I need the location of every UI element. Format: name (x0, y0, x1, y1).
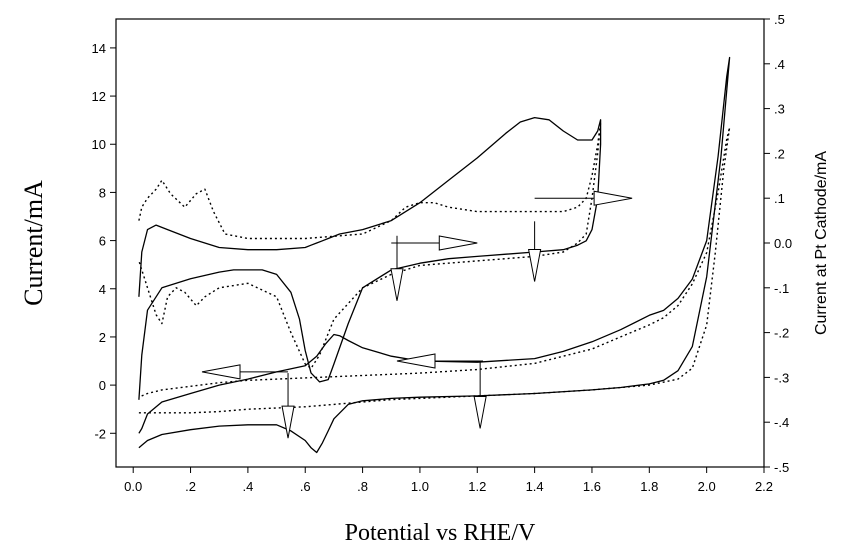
y2-tick-label: -.5 (774, 460, 789, 475)
y2-tick-label: .1 (774, 191, 785, 206)
horizontal-arrow-head (201, 364, 241, 380)
vertical-arrow-head (528, 249, 542, 282)
vertical-arrow-head (473, 395, 487, 429)
series-4-dotted-right-line (138, 121, 602, 370)
vertical-arrow-head (390, 268, 404, 301)
x-tick-label: .8 (357, 479, 368, 494)
y-tick-label: 4 (99, 282, 106, 297)
y2-tick-label: -.3 (774, 370, 789, 385)
vertical-arrow-head (281, 405, 295, 439)
y-tick-label: 10 (92, 137, 106, 152)
y2-tick-label: 0.0 (774, 236, 792, 251)
y2-tick-label: .3 (774, 102, 785, 117)
x-tick-label: .6 (300, 479, 311, 494)
y-tick-label: 14 (92, 41, 106, 56)
arrow-layer (201, 190, 633, 439)
x-tick-label: 1.4 (526, 479, 544, 494)
y2-tick-label: .2 (774, 146, 785, 161)
x-tick-label: .4 (242, 479, 253, 494)
x-tick-label: 0.0 (124, 479, 142, 494)
series-2-dotted-left-line (138, 126, 731, 414)
horizontal-arrow-head (593, 190, 633, 206)
x-tick-label: 1.6 (583, 479, 601, 494)
series-1-solid-left-line (138, 56, 731, 454)
x-tick-label: .2 (185, 479, 196, 494)
x-tick-label: 2.2 (755, 479, 773, 494)
y-tick-label: 8 (99, 185, 106, 200)
horizontal-arrow-head (438, 235, 478, 251)
y2-tick-label: -.2 (774, 326, 789, 341)
y-tick-label: 2 (99, 330, 106, 345)
x-tick-label: 1.8 (640, 479, 658, 494)
y-tick-label: 6 (99, 234, 106, 249)
x-axis: 0.0 .2 .4 .6 .8 1.0 1.2 1.4 1.6 1.8 2.0 2.2 (124, 467, 773, 494)
x-tick-label: 1.0 (411, 479, 429, 494)
y2-tick-label: -.4 (774, 415, 789, 430)
series-3-solid-right-line (138, 116, 602, 400)
x-axis-title: Potential vs RHE/V (345, 520, 536, 546)
y-axis-right: -.5 -.4 -.3 -.2 -.1 0.0 .1 .2 .3 .4 .5 (764, 12, 792, 475)
y-axis-left: -2 0 2 4 6 8 10 12 14 (92, 41, 116, 441)
y2-axis-title: Current at Pt Cathode/mA (813, 151, 830, 335)
series-layer (138, 56, 731, 454)
x-tick-label: 2.0 (698, 479, 716, 494)
x-tick-label: 1.2 (468, 479, 486, 494)
y-tick-label: -2 (94, 426, 106, 441)
y2-tick-label: .5 (774, 12, 785, 27)
y-axis-title: Current/mA (19, 180, 48, 306)
horizontal-arrow-head (396, 353, 436, 369)
y-tick-label: 0 (99, 378, 106, 393)
y-tick-label: 12 (92, 89, 106, 104)
y2-tick-label: -.1 (774, 281, 789, 296)
y2-tick-label: .4 (774, 57, 785, 72)
